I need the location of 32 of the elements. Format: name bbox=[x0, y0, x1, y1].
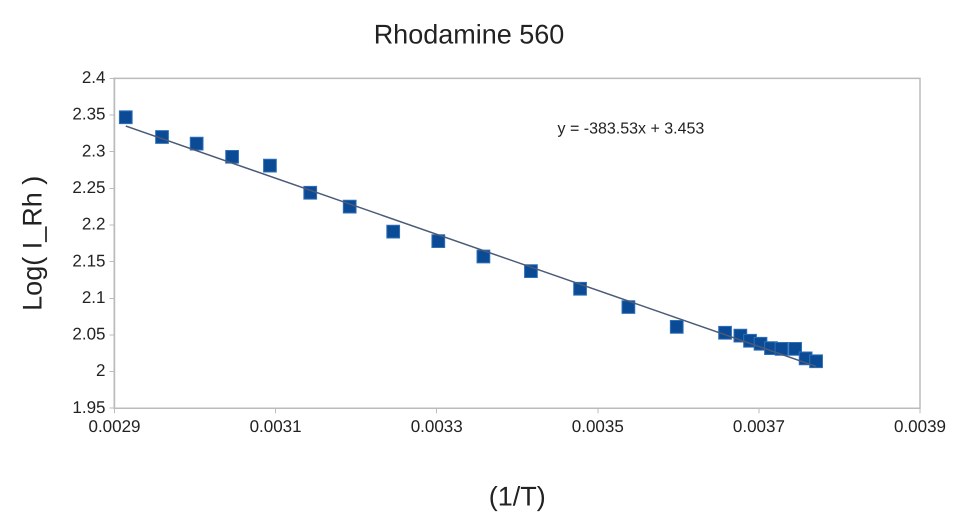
x-tick-label: 0.0035 bbox=[572, 417, 624, 436]
point bbox=[386, 224, 400, 238]
chart-title: Rhodamine 560 bbox=[374, 20, 564, 50]
y-tick-label: 2 bbox=[96, 361, 106, 380]
point bbox=[263, 158, 277, 172]
x-tick-label: 0.0037 bbox=[732, 417, 785, 436]
y-tick-label: 2.4 bbox=[82, 68, 106, 88]
x-tick-label: 0.0031 bbox=[250, 417, 302, 436]
point bbox=[118, 110, 133, 124]
y-tick-label: 2.15 bbox=[72, 251, 106, 270]
y-tick-label: 2.35 bbox=[72, 104, 106, 124]
point bbox=[774, 342, 788, 356]
y-tick-label: 2.1 bbox=[82, 288, 106, 307]
x-axis-title: (1/T) bbox=[488, 481, 546, 512]
y-tick-label: 2.2 bbox=[82, 214, 106, 234]
point bbox=[190, 136, 204, 150]
point bbox=[476, 250, 490, 264]
y-axis-title: Log( I_Rh ) bbox=[18, 176, 48, 311]
point bbox=[670, 320, 684, 334]
point bbox=[225, 150, 239, 164]
point bbox=[622, 300, 636, 314]
point bbox=[809, 354, 823, 368]
annotation: y = -383.53x + 3.453 bbox=[558, 120, 704, 138]
x-tick-label: 0.0033 bbox=[410, 417, 463, 436]
point bbox=[431, 234, 446, 248]
y-tick-label: 2.3 bbox=[82, 141, 106, 160]
y-tick-label: 1.95 bbox=[72, 398, 106, 417]
x-tick-label: 0.0039 bbox=[894, 417, 946, 436]
x-tick-label: 0.0029 bbox=[88, 417, 140, 436]
y-tick-label: 2.05 bbox=[72, 324, 106, 344]
point bbox=[788, 342, 802, 356]
y-tick-label: 2.25 bbox=[72, 178, 106, 198]
